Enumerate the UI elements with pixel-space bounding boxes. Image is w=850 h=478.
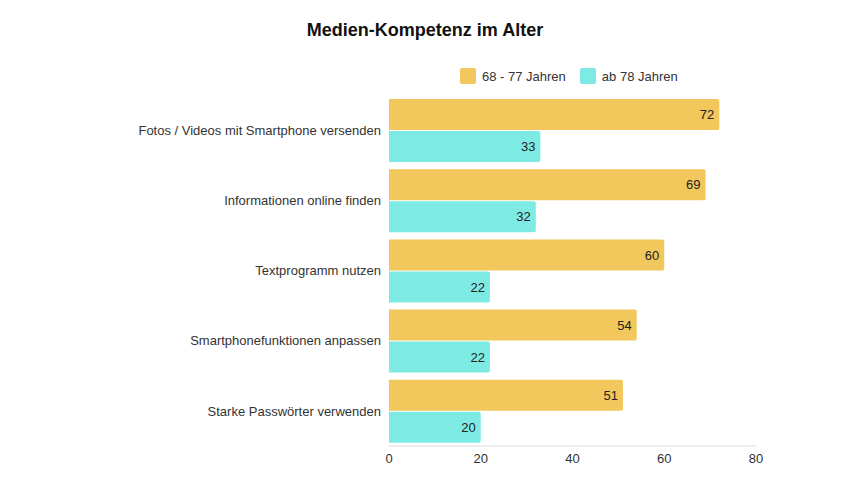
svg-text:54: 54 <box>617 318 631 333</box>
svg-text:51: 51 <box>603 388 617 403</box>
svg-text:69: 69 <box>686 177 700 192</box>
html-text:68 - 77 Jahren: 68 - 77 Jahren <box>482 68 566 84</box>
svg-text:0: 0 <box>385 451 392 466</box>
svg-text:Smartphonefunktionen anpassen: Smartphonefunktionen anpassen <box>190 333 381 348</box>
svg-text:20: 20 <box>474 451 488 466</box>
svg-text:Informationen online finden: Informationen online finden <box>224 193 381 208</box>
svg-text:Textprogramm nutzen: Textprogramm nutzen <box>255 263 381 278</box>
svg-text:40: 40 <box>565 451 579 466</box>
svg-text:60: 60 <box>645 248 659 263</box>
svg-text:80: 80 <box>749 451 763 466</box>
svg-text:22: 22 <box>470 280 484 295</box>
svg-text:22: 22 <box>470 350 484 365</box>
html-text:Medien-Kompetenz im Alter: Medien-Kompetenz im Alter <box>306 20 544 40</box>
svg-text:72: 72 <box>700 107 714 122</box>
svg-text:32: 32 <box>516 209 530 224</box>
svg-text:20: 20 <box>461 420 475 435</box>
svg-text:Starke Passwörter verwenden: Starke Passwörter verwenden <box>208 404 381 419</box>
html-text:ab 78 Jahren: ab 78 Jahren <box>601 68 678 84</box>
svg-text:60: 60 <box>657 451 671 466</box>
svg-text:33: 33 <box>521 139 535 154</box>
svg-text:Fotos / Videos mit Smartphone: Fotos / Videos mit Smartphone versenden <box>138 123 381 138</box>
